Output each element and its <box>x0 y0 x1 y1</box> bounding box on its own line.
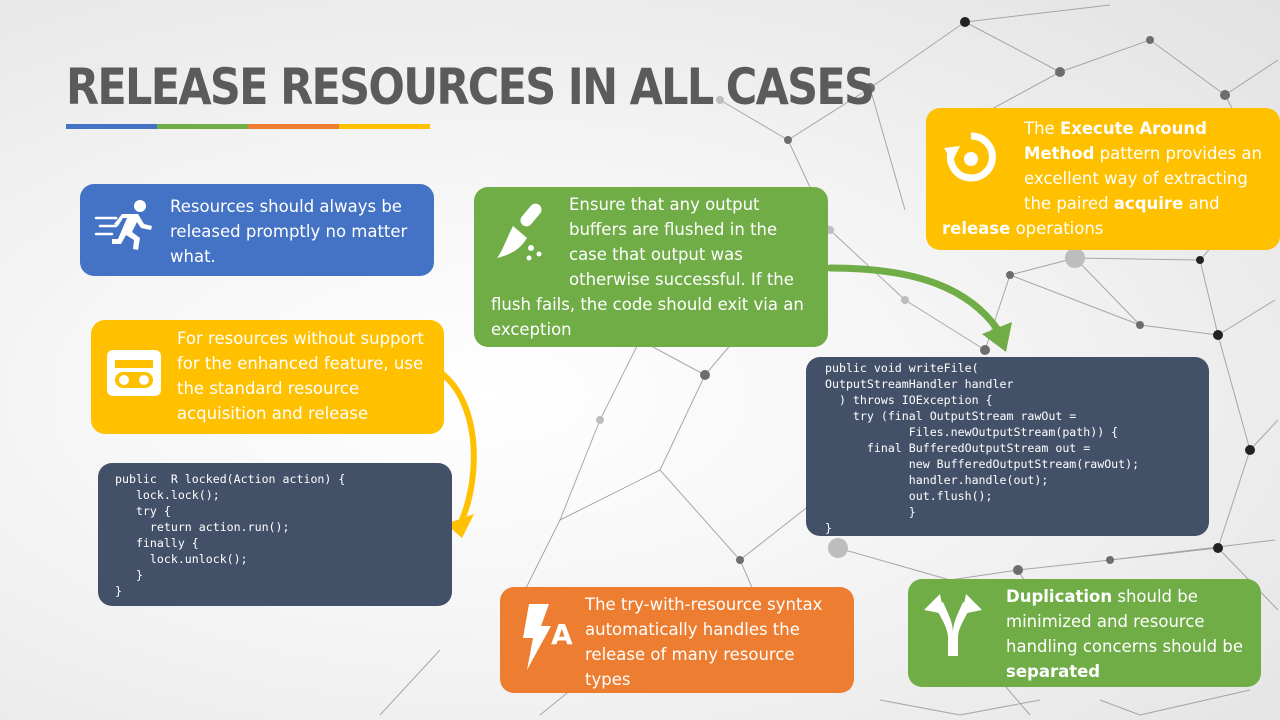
execute-around-card: The Execute Around Method pattern provid… <box>926 108 1280 250</box>
standard-acquisition-card: For resources without support for the en… <box>91 320 444 434</box>
duplication-mid: should be minimized and resource handlin… <box>1006 587 1244 656</box>
execute-around-post: operations <box>1010 219 1104 238</box>
execute-around-mid2: and <box>1183 194 1220 213</box>
rule-segment-blue <box>66 124 157 129</box>
duplication-separated: separated <box>1006 662 1101 681</box>
rule-segment-orange <box>248 124 339 129</box>
execute-around-acquire: acquire <box>1113 194 1184 213</box>
title-color-rule <box>66 124 430 129</box>
broom-icon <box>491 200 551 269</box>
execute-around-release: release <box>942 219 1011 238</box>
locked-code-block: public R locked(Action action) { lock.lo… <box>98 463 452 606</box>
execute-around-mid1: pattern provides an excellent way of ext… <box>1024 144 1262 213</box>
split-arrow-icon <box>922 592 984 665</box>
cassette-icon <box>105 348 163 405</box>
svg-text:A: A <box>551 618 573 651</box>
flush-card: Ensure that any output buffers are flush… <box>474 187 828 347</box>
try-with-resource-card: A The try-with-resource syntax automatic… <box>500 587 854 693</box>
slide-title: RELEASE RESOURCES IN ALL CASES <box>66 58 875 116</box>
try-with-resource-text: The try-with-resource syntax automatical… <box>585 595 823 689</box>
running-person-icon <box>94 198 158 259</box>
rotate-icon <box>942 126 1000 193</box>
duplication-bold: Duplication <box>1006 587 1113 606</box>
standard-acquisition-text: For resources without support for the en… <box>177 329 424 423</box>
prompt-release-text: Resources should always be released prom… <box>170 197 408 266</box>
flush-text: Ensure that any output buffers are flush… <box>491 195 804 339</box>
rule-segment-yellow <box>339 124 430 129</box>
lightning-a-icon: A <box>515 602 577 679</box>
prompt-release-card: Resources should always be released prom… <box>80 184 434 276</box>
execute-around-pattern-name: Execute Around Method <box>1024 119 1207 163</box>
write-file-code-block: public void writeFile( OutputStreamHandl… <box>806 357 1209 536</box>
duplication-card: Duplication should be minimized and reso… <box>908 579 1261 687</box>
execute-around-pre: The <box>1024 119 1060 138</box>
rule-segment-green <box>157 124 248 129</box>
